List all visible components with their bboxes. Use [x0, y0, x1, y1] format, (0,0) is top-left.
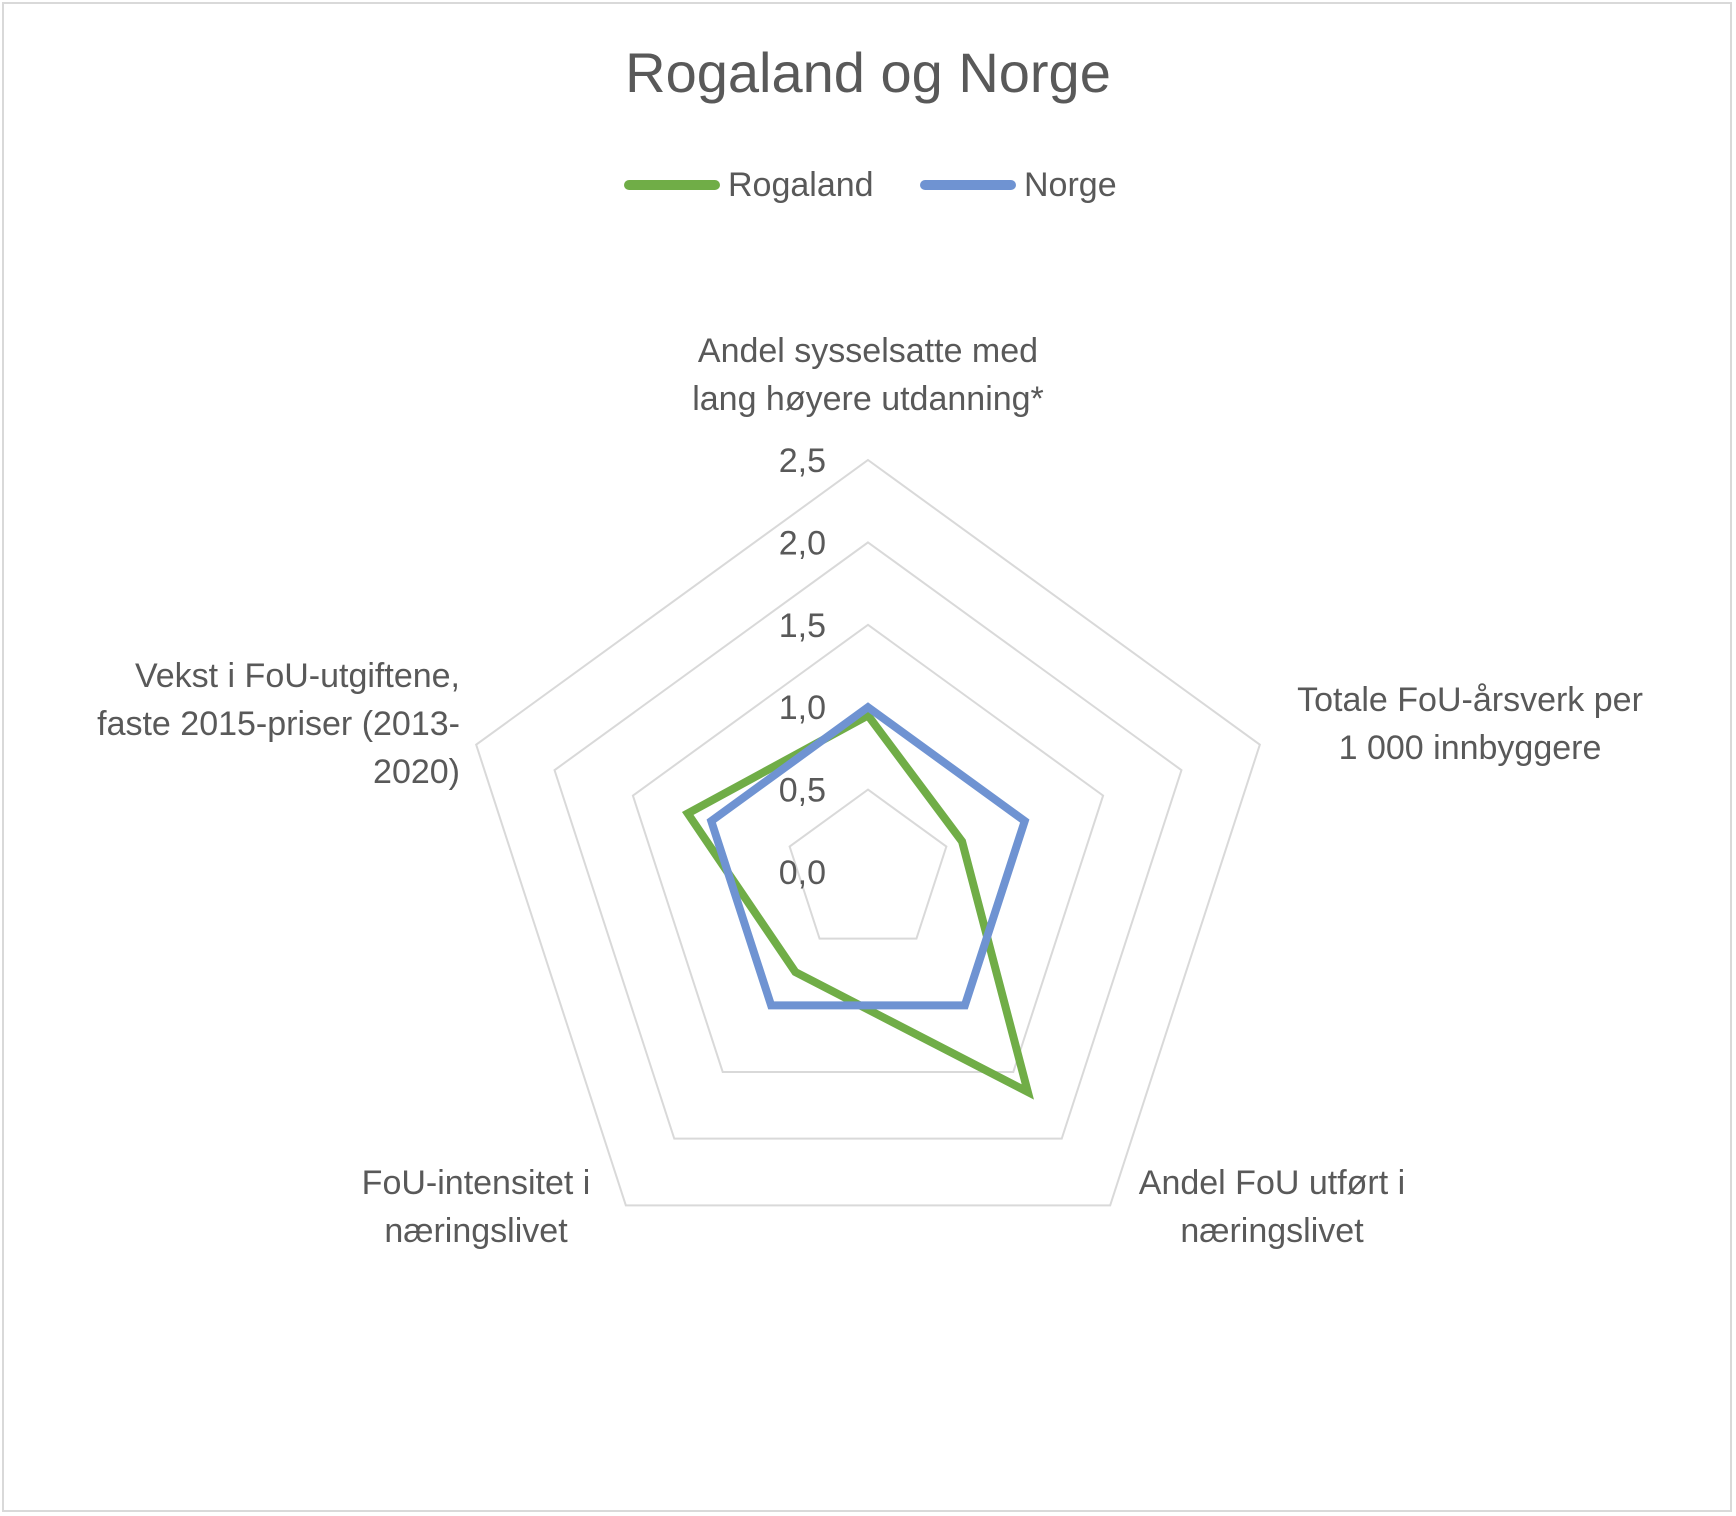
grid-ring-3	[631, 623, 1105, 1073]
series-line-rogaland	[681, 710, 1034, 1100]
legend-swatch-norge	[920, 180, 1016, 190]
grid-ring-1	[788, 788, 948, 940]
legend-label-norge: Norge	[1024, 165, 1117, 204]
tick-label-1: 0,5	[779, 772, 826, 810]
axis-label-2: Totale FoU-årsverk per 1 000 innbyggere	[1297, 681, 1643, 767]
tick-label-2: 1,0	[779, 689, 826, 727]
grid-ring-5	[474, 458, 1262, 1207]
chart-title: Rogaland og Norge	[625, 41, 1111, 104]
series-line-norge	[706, 702, 1030, 1010]
axis-label-5: Vekst i FoU-utgiftene, faste 2015-priser …	[97, 657, 460, 791]
axis-label-3: Andel FoU utført i næringslivet	[1139, 1164, 1405, 1250]
legend-label-rogaland: Rogaland	[728, 165, 874, 204]
tick-label-5: 2,5	[779, 442, 826, 480]
axis-label-1: Andel sysselsatte med lang høyere utdanni…	[692, 332, 1044, 418]
legend-item-norge[interactable]: Norge	[920, 160, 1117, 210]
legend-swatch-rogaland	[624, 180, 720, 190]
tick-label-4: 2,0	[779, 524, 826, 562]
axis-label-4: FoU-intensitet i næringslivet	[362, 1164, 591, 1250]
chart-legend: Rogaland Norge	[0, 160, 1736, 210]
legend-item-rogaland[interactable]: Rogaland	[624, 160, 874, 210]
tick-label-3: 1,5	[779, 607, 826, 645]
tick-label-0: 0,0	[779, 854, 826, 892]
grid-ring-4	[553, 541, 1183, 1140]
